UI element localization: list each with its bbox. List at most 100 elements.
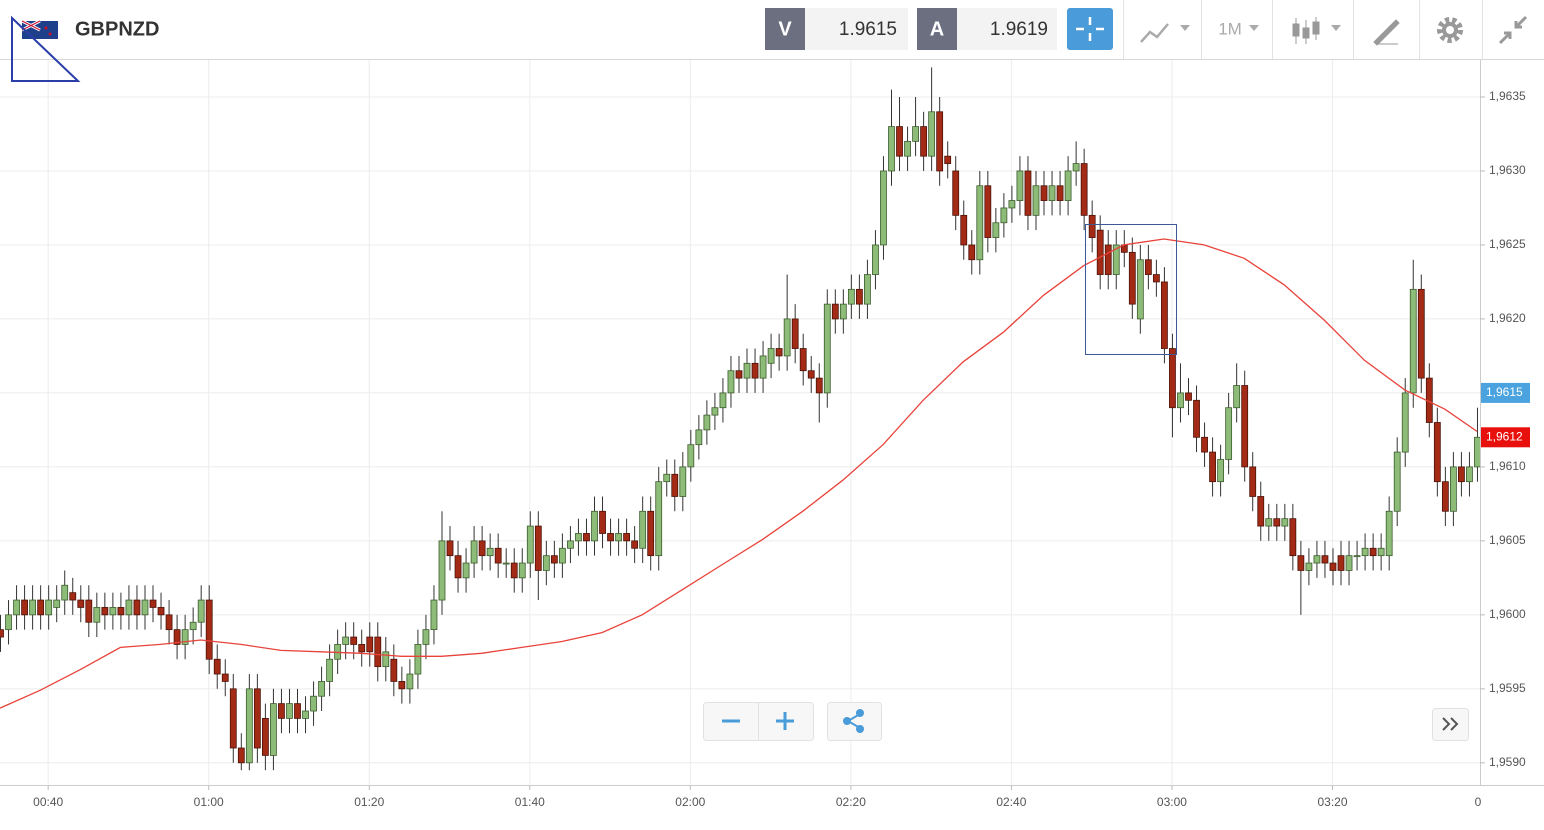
candle-body	[751, 362, 759, 379]
candle-body	[213, 658, 221, 675]
candle-body	[1369, 547, 1377, 557]
candle-body	[486, 547, 494, 557]
collapse-button[interactable]	[1498, 15, 1528, 45]
candle-body	[896, 126, 903, 157]
y-tick-label: 1,9595	[1489, 681, 1526, 695]
candle-body	[1321, 555, 1329, 564]
candle-body	[1273, 518, 1281, 527]
settings-button[interactable]	[1437, 17, 1463, 43]
candle-body	[61, 584, 69, 601]
candle-body	[390, 658, 398, 682]
candle-body	[1474, 436, 1480, 468]
candle-body	[1377, 547, 1385, 557]
candles-button[interactable]	[1292, 17, 1320, 44]
chart-type-button[interactable]	[1140, 23, 1169, 43]
draw-button[interactable]	[1373, 19, 1400, 46]
candle-body	[599, 510, 606, 534]
candle-body	[855, 288, 863, 305]
candle-body	[775, 348, 783, 357]
candle-body	[1161, 281, 1168, 349]
candle-body	[1289, 518, 1297, 557]
drawing-triangle	[11, 15, 81, 82]
candle-body	[583, 533, 590, 542]
candle-body	[5, 614, 12, 631]
candle-body	[1080, 163, 1088, 216]
flag-icon	[21, 19, 58, 39]
candle-body	[880, 170, 887, 246]
candle-body	[912, 126, 919, 142]
candle-body	[1096, 229, 1104, 275]
candle-body	[1000, 207, 1008, 224]
candle-body	[173, 629, 181, 645]
candle-body	[141, 599, 149, 616]
candle-body	[1393, 451, 1401, 512]
price-tag	[1481, 427, 1530, 448]
candle-body	[888, 126, 895, 172]
ask-box[interactable]	[957, 8, 1057, 50]
candle-body	[414, 644, 422, 675]
candle-body	[430, 599, 438, 631]
ask-badge[interactable]	[917, 8, 957, 50]
x-axis: 00:40 01:00 01:20 01:40 02:00 02:20 02:40 03:00…	[33, 785, 1482, 809]
candle-body	[1024, 170, 1032, 216]
candle-body	[1409, 288, 1417, 394]
bid-price: 1.9615	[839, 19, 897, 40]
candle-body	[29, 599, 37, 616]
candle-body	[1152, 274, 1160, 283]
candle-body	[1193, 399, 1200, 438]
candle-body	[591, 510, 598, 542]
candle-body	[382, 651, 390, 668]
ask-price: 1.9619	[990, 19, 1048, 40]
zoom-in-button[interactable]	[776, 712, 794, 730]
candle-body	[69, 592, 77, 601]
candle-body	[358, 644, 366, 653]
candle-body	[0, 629, 4, 638]
candle-body	[253, 688, 261, 749]
candle-body	[1401, 392, 1409, 453]
candle-body	[1353, 555, 1361, 558]
x-tick-label: 02:20	[836, 795, 866, 809]
candle-body	[1016, 170, 1024, 201]
share-button[interactable]	[827, 702, 882, 741]
x-tick-label: 02:00	[675, 795, 705, 809]
moving-average-line	[0, 238, 1478, 709]
candle-body	[1345, 555, 1353, 571]
interval-button[interactable]: 1M	[1218, 19, 1242, 38]
candle-body	[1169, 348, 1176, 409]
candle-body	[679, 466, 687, 497]
candle-body	[45, 599, 53, 616]
candle-body	[567, 540, 574, 549]
candle-body	[823, 303, 831, 394]
candle-body	[1241, 385, 1249, 468]
bid-box[interactable]	[805, 8, 908, 50]
candle-body	[663, 473, 671, 483]
candle-body	[1466, 466, 1473, 483]
candle-body	[550, 555, 558, 564]
candle-body	[422, 629, 430, 645]
candle-body	[326, 658, 334, 682]
candle-body	[133, 599, 141, 616]
candle-body	[839, 303, 847, 320]
candle-body	[350, 636, 358, 645]
candle-body	[446, 540, 454, 557]
candle-body	[1458, 466, 1465, 483]
candle-body	[342, 636, 350, 645]
candle-body	[735, 370, 743, 379]
y-tick-label: 1,9600	[1489, 607, 1526, 621]
candle-body	[494, 547, 502, 564]
candle-body	[13, 599, 20, 616]
x-tick-label: 01:00	[194, 795, 224, 809]
bid-badge[interactable]	[765, 8, 805, 50]
plot-area	[0, 67, 1480, 771]
x-tick-label: 03:00	[1157, 795, 1187, 809]
candle-body	[454, 555, 462, 579]
candle-body	[197, 599, 205, 623]
candle-body	[526, 525, 534, 564]
candle-body	[615, 533, 622, 542]
candle-body	[53, 599, 61, 608]
candle-body	[671, 473, 679, 497]
crosshair-button[interactable]	[1067, 8, 1113, 50]
scroll-end-button[interactable]	[1432, 708, 1469, 741]
candle-body	[575, 533, 582, 542]
